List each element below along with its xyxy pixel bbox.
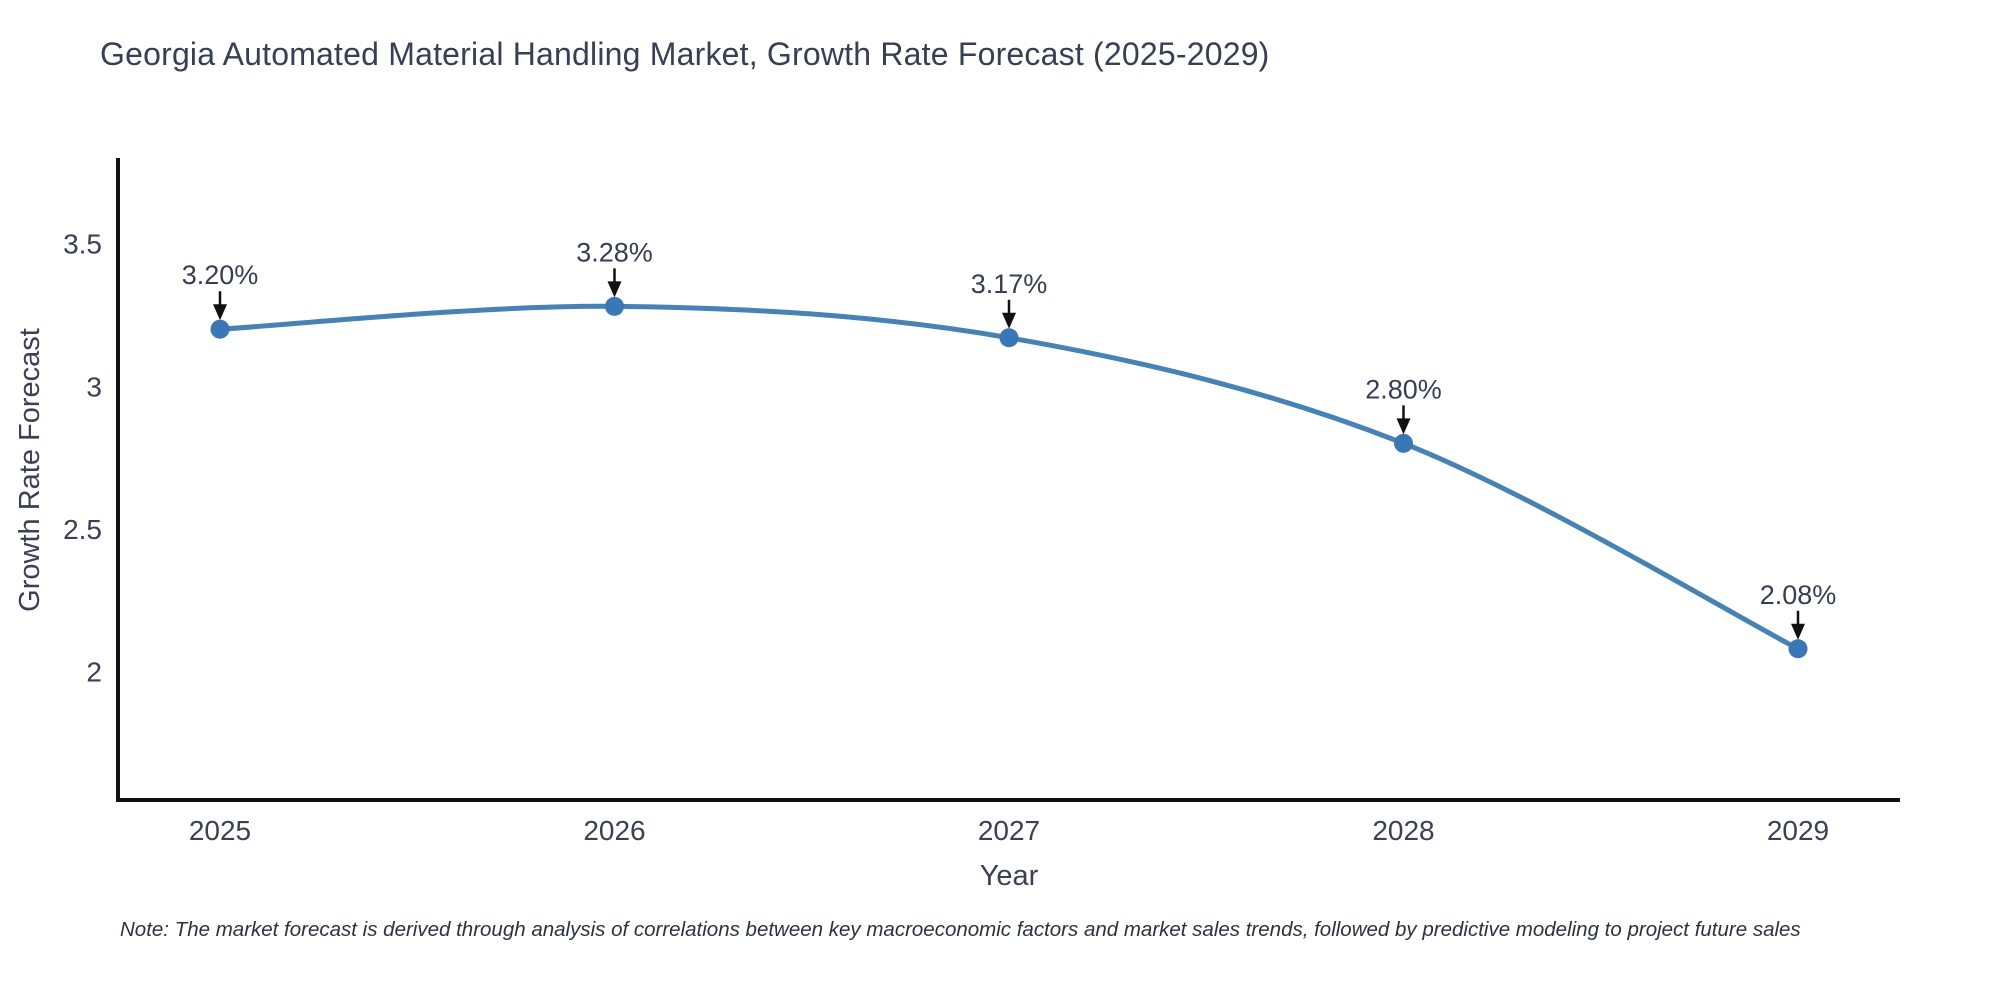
x-tick-label-2025: 2025: [189, 815, 251, 846]
data-label-2028: 2.80%: [1365, 374, 1442, 404]
y-tick-label: 3: [86, 371, 102, 402]
x-tick-label-2027: 2027: [978, 815, 1040, 846]
data-point-2028: [1394, 433, 1413, 453]
y-tick-label: 3.5: [63, 229, 102, 260]
data-label-2026: 3.28%: [576, 237, 653, 267]
annotation-arrow-head: [607, 281, 622, 298]
data-label-2025: 3.20%: [182, 260, 259, 290]
annotation-arrow-head: [1396, 418, 1411, 435]
data-point-2029: [1788, 639, 1808, 659]
data-label-2029: 2.08%: [1760, 580, 1837, 610]
data-point-2027: [999, 328, 1019, 348]
annotation-arrow-head: [1002, 312, 1016, 329]
data-label-2027: 3.17%: [971, 269, 1048, 299]
data-point-2026: [605, 296, 624, 316]
x-tick-label-2026: 2026: [583, 815, 645, 846]
x-axis-title: Year: [979, 860, 1039, 892]
footnote: Note: The market forecast is derived thr…: [120, 918, 1801, 941]
chart-title: Georgia Automated Material Handling Mark…: [100, 36, 1270, 72]
data-point-2025: [210, 319, 230, 339]
y-tick-label: 2.5: [63, 514, 102, 545]
x-tick-label-2028: 2028: [1372, 815, 1434, 846]
annotation-arrow-head: [213, 304, 227, 321]
y-axis-title: Growth Rate Forecast: [14, 328, 46, 612]
y-tick-label: 2: [86, 657, 102, 688]
x-tick-label-2029: 2029: [1767, 815, 1829, 846]
trend-line: [217, 303, 1801, 652]
annotation-arrow-head: [1791, 623, 1805, 640]
